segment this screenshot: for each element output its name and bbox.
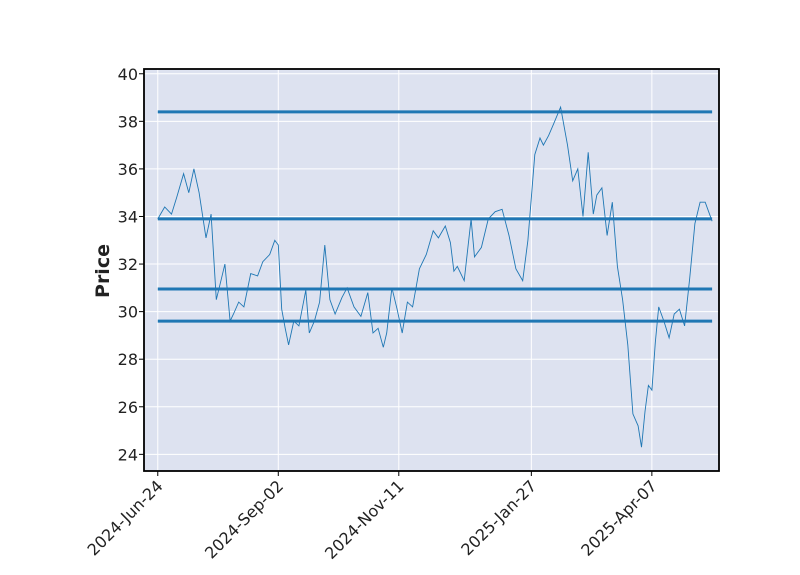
x-tick-label: 2024-Nov-11 — [321, 476, 408, 563]
price-series-line — [157, 105, 713, 448]
y-axis-ticks: 24 26 28 30 32 34 36 38 40 — [118, 65, 144, 464]
plot-frame — [143, 68, 720, 472]
y-tick-label: 34 — [118, 207, 138, 226]
y-tick-label: 32 — [118, 255, 138, 274]
y-tick-label: 28 — [118, 350, 138, 369]
x-axis-ticks: 2024-Jun-24 2024-Sep-02 2024-Nov-11 2025-Ja… — [84, 471, 661, 563]
x-tick-label: 2024-Sep-02 — [201, 476, 287, 562]
x-tick-label: 2025-Jan-27 — [457, 476, 540, 559]
y-gridlines — [144, 73, 719, 455]
y-tick-label: 26 — [118, 398, 138, 417]
x-tick-label: 2024-Jun-24 — [84, 476, 167, 559]
y-tick-label: 38 — [118, 112, 138, 131]
y-tick-label: 36 — [118, 160, 138, 179]
y-tick-label: 30 — [118, 303, 138, 322]
level-lines — [157, 110, 713, 323]
y-tick-label: 24 — [118, 445, 138, 464]
y-tick-label: 40 — [118, 65, 138, 84]
x-gridlines — [157, 69, 653, 471]
y-axis-title: Price — [92, 244, 114, 298]
x-tick-label: 2025-Apr-07 — [577, 476, 660, 559]
plot-background — [144, 69, 719, 471]
